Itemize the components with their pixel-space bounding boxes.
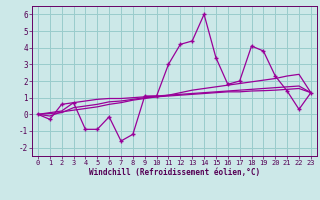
X-axis label: Windchill (Refroidissement éolien,°C): Windchill (Refroidissement éolien,°C) (89, 168, 260, 177)
